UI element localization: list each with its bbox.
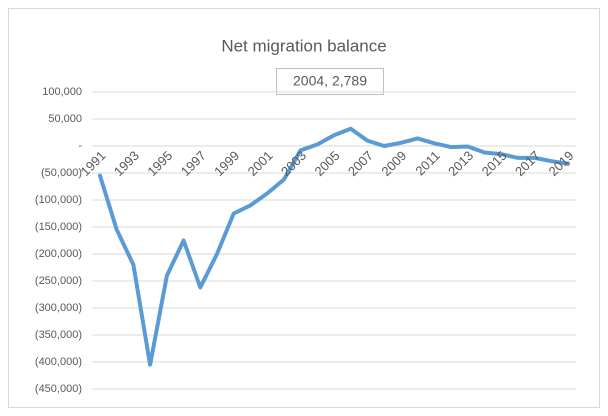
line-series — [98, 126, 570, 367]
y-tick-label: 50,000 — [48, 113, 82, 125]
y-tick-label: (100,000) — [35, 194, 82, 206]
annotation-box — [276, 68, 384, 95]
chart-title: Net migration balance — [221, 36, 386, 55]
y-tick-label: (150,000) — [35, 221, 82, 233]
y-tick-label: (350,000) — [35, 329, 82, 341]
y-tick-label: (50,000) — [41, 167, 82, 179]
y-tick-label: (300,000) — [35, 302, 82, 314]
annotation: 2004, 2,789 — [293, 73, 367, 89]
y-tick-label: (450,000) — [35, 383, 82, 395]
y-tick-label: - — [78, 140, 82, 152]
y-tick-label: (400,000) — [35, 356, 82, 368]
y-tick-label: 100,000 — [42, 86, 82, 98]
y-tick-label: (250,000) — [35, 275, 82, 287]
y-tick-label: (200,000) — [35, 248, 82, 260]
